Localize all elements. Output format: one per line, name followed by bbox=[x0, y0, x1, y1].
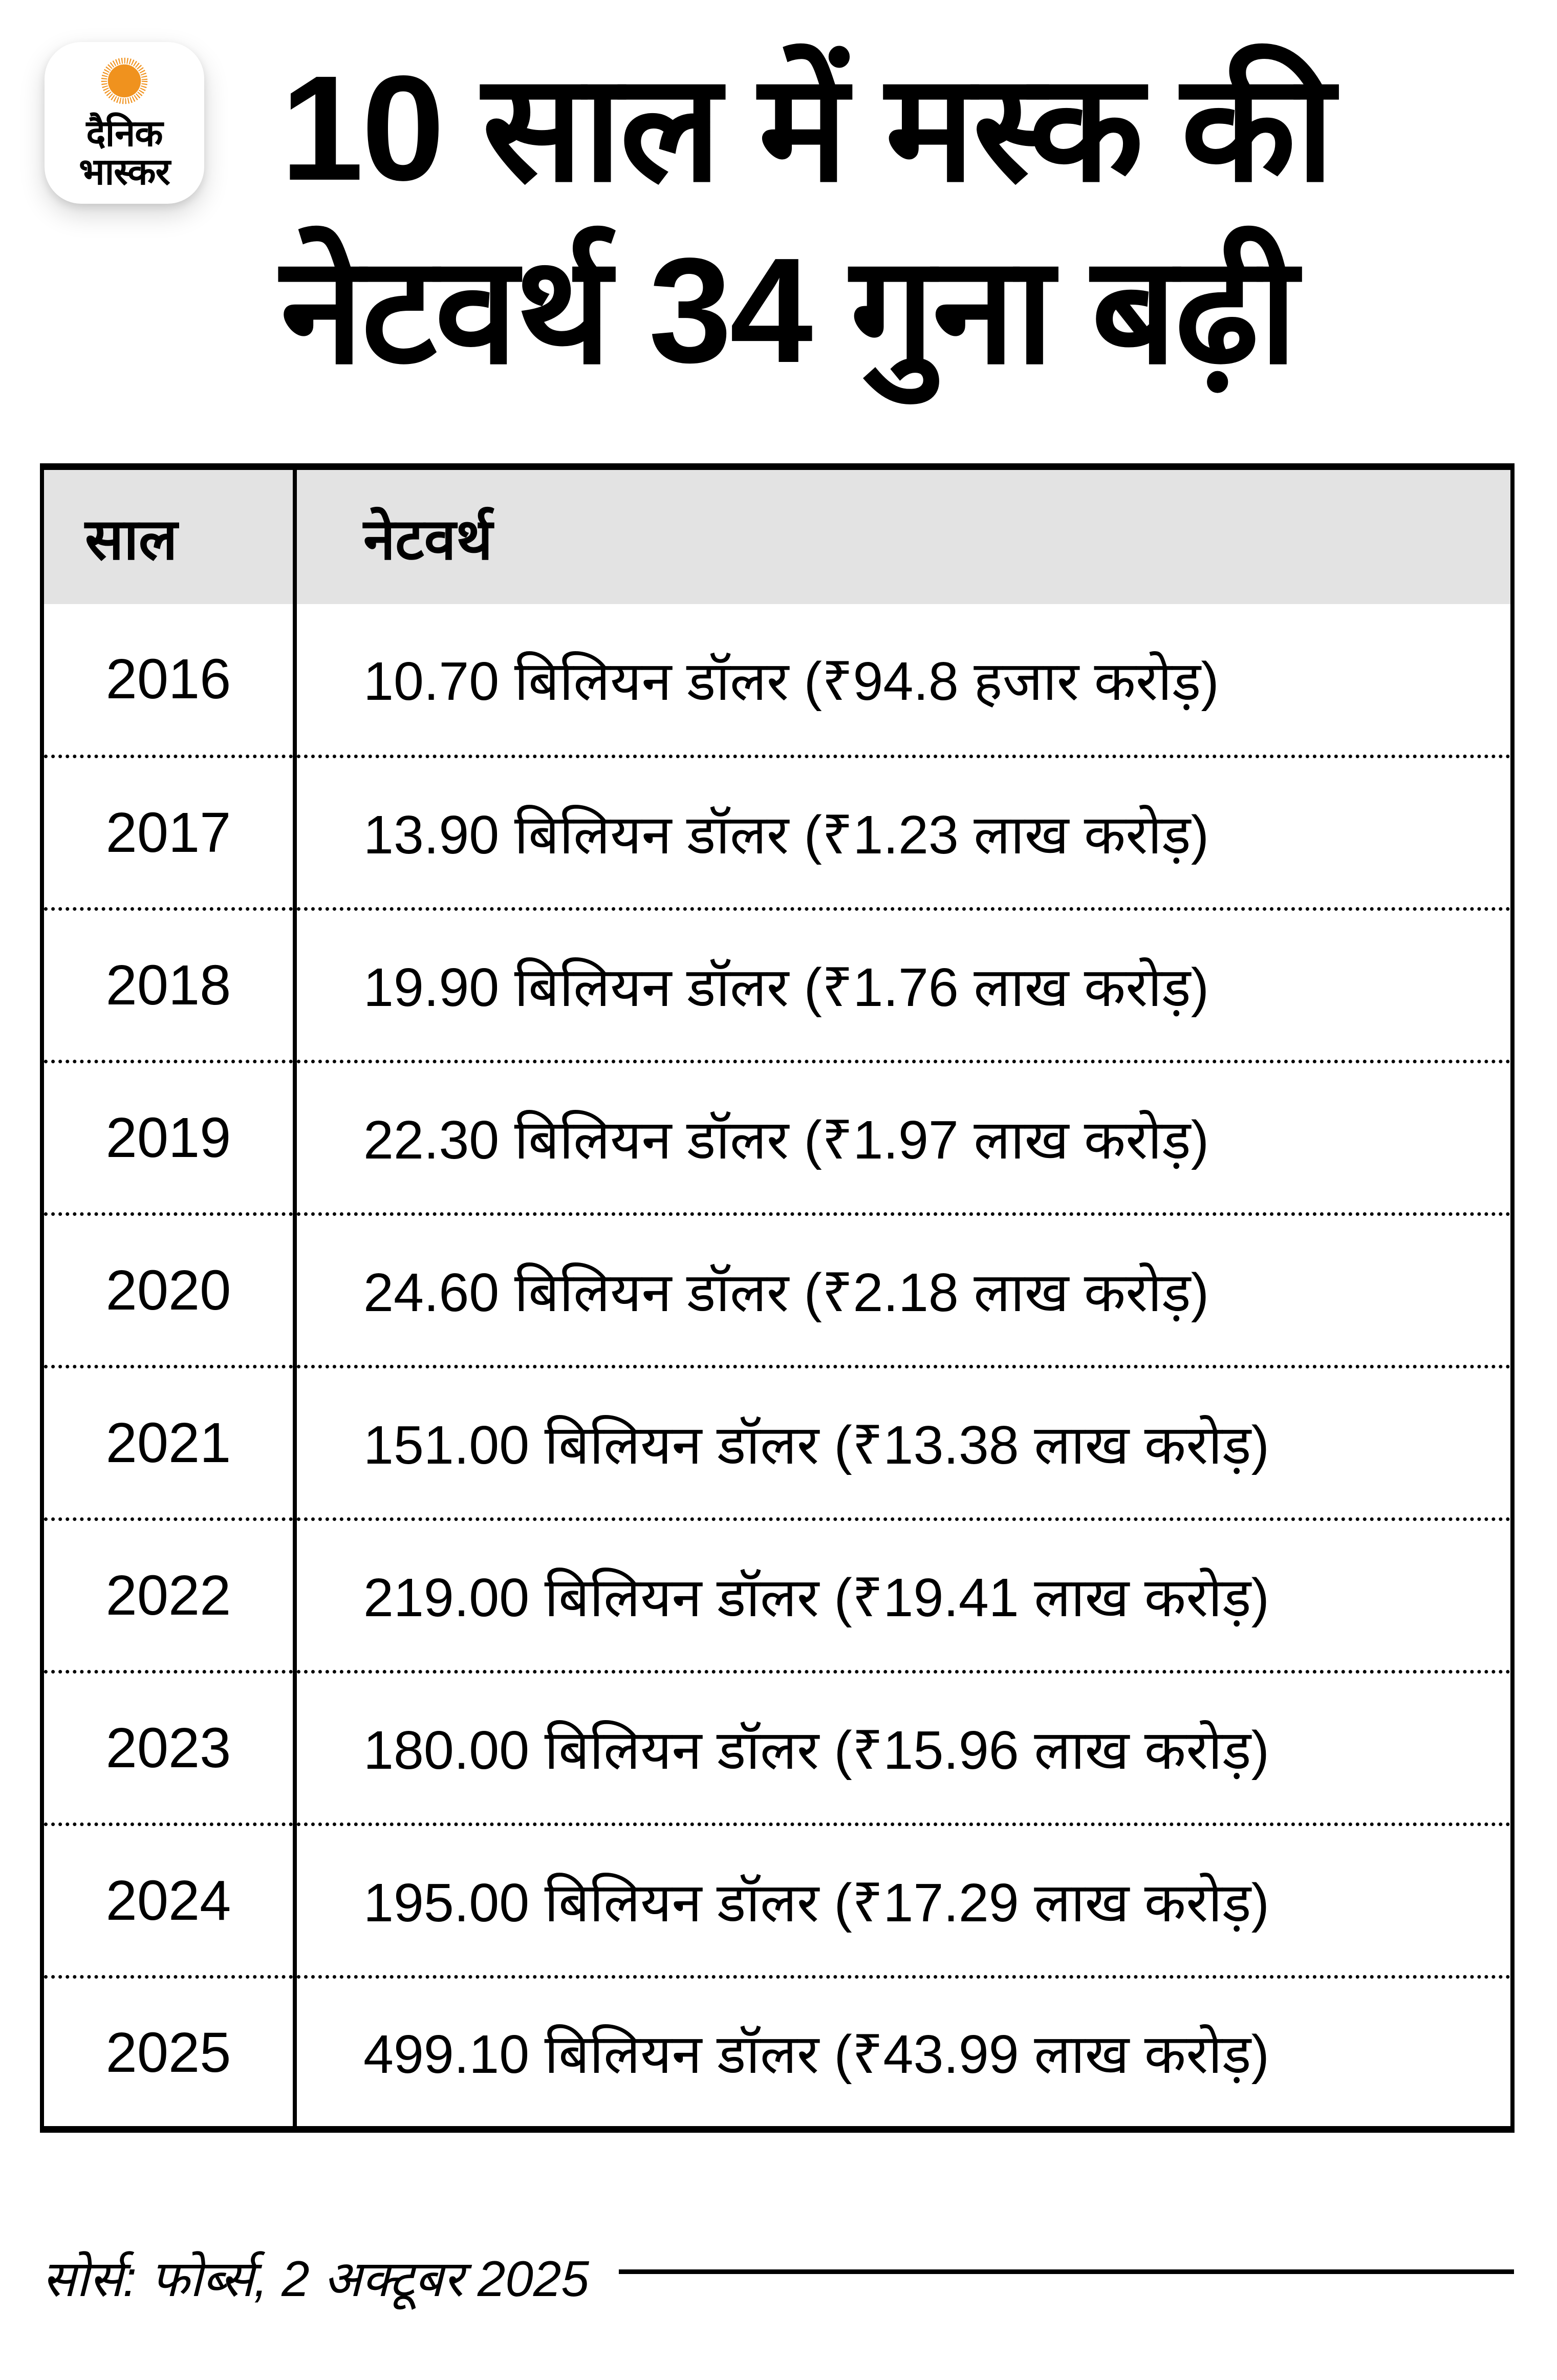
year-cell: 2020 bbox=[42, 1212, 297, 1367]
page-title-line2: नेटवर्थ 34 गुना बढ़ी bbox=[280, 227, 1297, 394]
table-row: 2020 24.60 बिलियन डॉलर (₹2.18 लाख करोड़) bbox=[42, 1212, 1512, 1367]
sun-icon bbox=[101, 57, 148, 104]
year-cell: 2025 bbox=[42, 1975, 297, 2130]
year-cell: 2023 bbox=[42, 1670, 297, 1825]
table-row: 2024 195.00 बिलियन डॉलर (₹17.29 लाख करोड… bbox=[42, 1822, 1512, 1977]
networth-cell: 22.30 बिलियन डॉलर (₹1.97 लाख करोड़) bbox=[295, 1060, 1512, 1214]
year-cell: 2019 bbox=[42, 1060, 297, 1214]
networth-cell: 13.90 बिलियन डॉलर (₹1.23 लाख करोड़) bbox=[295, 755, 1512, 909]
table-row: 2025 499.10 बिलियन डॉलर (₹43.99 लाख करोड… bbox=[42, 1975, 1512, 2130]
page-title-line1: 10 साल में मस्क की bbox=[280, 45, 1334, 211]
table-row: 2018 19.90 बिलियन डॉलर (₹1.76 लाख करोड़) bbox=[42, 907, 1512, 1062]
source-rule bbox=[618, 2269, 1514, 2274]
column-header-year: साल bbox=[42, 466, 297, 604]
networth-cell: 19.90 बिलियन डॉलर (₹1.76 लाख करोड़) bbox=[295, 907, 1512, 1062]
networth-cell: 499.10 बिलियन डॉलर (₹43.99 लाख करोड़) bbox=[295, 1975, 1512, 2130]
page-title: 10 साल में मस्क की नेटवर्थ 34 गुना बढ़ी bbox=[280, 37, 1519, 401]
networth-cell: 219.00 बिलियन डॉलर (₹19.41 लाख करोड़) bbox=[295, 1517, 1512, 1672]
table-header-row: साल नेटवर्थ bbox=[42, 466, 1512, 604]
dainik-bhaskar-logo: दैनिक भास्कर bbox=[45, 42, 204, 204]
networth-cell: 195.00 बिलियन डॉलर (₹17.29 लाख करोड़) bbox=[295, 1822, 1512, 1977]
networth-cell: 10.70 बिलियन डॉलर (₹94.8 हजार करोड़) bbox=[363, 651, 1219, 712]
table-row: 2023 180.00 बिलियन डॉलर (₹15.96 लाख करोड… bbox=[42, 1670, 1512, 1825]
year-cell: 2016 bbox=[42, 604, 297, 757]
year-cell: 2017 bbox=[42, 755, 297, 909]
networth-cell: 180.00 बिलियन डॉलर (₹15.96 लाख करोड़) bbox=[295, 1670, 1512, 1825]
table-row: 2019 22.30 बिलियन डॉलर (₹1.97 लाख करोड़) bbox=[42, 1060, 1512, 1214]
logo-text-line2: भास्कर bbox=[78, 152, 170, 192]
source-text: सोर्स: फोर्ब्स, 2 अक्टूबर 2025 bbox=[42, 2250, 589, 2307]
table-row: 2017 13.90 बिलियन डॉलर (₹1.23 लाख करोड़) bbox=[42, 755, 1512, 909]
table-row: 2021 151.00 बिलियन डॉलर (₹13.38 लाख करोड… bbox=[42, 1365, 1512, 1519]
networth-cell: 151.00 बिलियन डॉलर (₹13.38 लाख करोड़) bbox=[295, 1365, 1512, 1519]
logo-wordmark: दैनिक भास्कर bbox=[79, 115, 170, 191]
networth-cell: 24.60 बिलियन डॉलर (₹2.18 लाख करोड़) bbox=[295, 1212, 1512, 1367]
logo-text-line1: दैनिक bbox=[86, 113, 163, 155]
table-row: 2022 219.00 बिलियन डॉलर (₹19.41 लाख करोड… bbox=[42, 1517, 1512, 1672]
year-cell: 2018 bbox=[42, 907, 297, 1062]
networth-table: साल नेटवर्थ 2016 10.70 बिलियन डॉलर (₹94.… bbox=[40, 463, 1515, 2133]
year-cell: 2021 bbox=[42, 1365, 297, 1519]
year-cell: 2022 bbox=[42, 1517, 297, 1672]
table-row: 2016 10.70 बिलियन डॉलर (₹94.8 हजार करोड़… bbox=[42, 604, 1512, 757]
year-cell: 2024 bbox=[42, 1822, 297, 1977]
column-header-networth: नेटवर्थ bbox=[295, 466, 1512, 604]
source-row: सोर्स: फोर्ब्स, 2 अक्टूबर 2025 bbox=[42, 2242, 1514, 2311]
